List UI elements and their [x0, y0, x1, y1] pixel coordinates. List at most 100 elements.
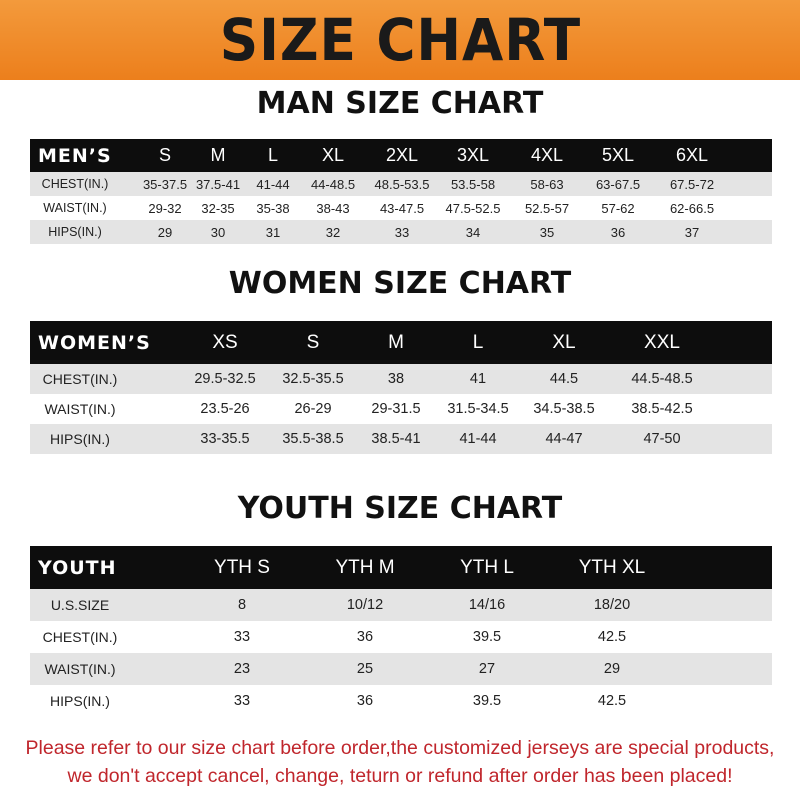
table-row: HIPS(IN.) 33-35.5 35.5-38.5 38.5-41 41-44 44-…	[30, 424, 772, 454]
measure-label-cell: HIPS(IN.)	[50, 693, 110, 709]
table-row: CHEST(IN.) 33 36 39.5 42.5	[30, 621, 772, 653]
table-cell: 67.5-72	[669, 176, 715, 192]
measure-label-cell: CHEST(IN.)	[41, 177, 109, 191]
table-row: WAIST(IN.) 23.5-26 26-29 29-31.5 31.5-34.5 34…	[30, 394, 772, 424]
table-cell: 41	[469, 371, 487, 387]
footer-line-2: we don't accept cancel, change, teturn o…	[67, 765, 733, 787]
size-header-cell: YTH M	[335, 556, 395, 578]
youth-section-title: YOUTH SIZE CHART	[237, 491, 563, 526]
table-cell: 42.5	[597, 629, 627, 645]
measure-label-cell: WAIST(IN.)	[43, 201, 107, 215]
size-header-cell: YTH XL	[578, 556, 646, 578]
size-header-cell: YTH S	[214, 556, 270, 578]
table-header-row: MEN’S S M L XL 2XL 3XL 4XL 5XL 6XL	[30, 139, 772, 172]
table-cell: 63-67.5	[595, 176, 641, 192]
table-cell: 38.5-42.5	[631, 401, 693, 417]
table-row: HIPS(IN.) 29 30 31 32 33 34 35 36 37	[30, 220, 772, 244]
table-cell: 32.5-35.5	[282, 371, 344, 387]
table-cell: 39.5	[472, 693, 502, 709]
footer-line-1: Please refer to our size chart before or…	[25, 737, 775, 759]
table-cell: 18/20	[593, 597, 631, 613]
table-cell: 38-43	[316, 200, 350, 216]
table-cell: 33	[394, 224, 410, 240]
measure-label-cell: HIPS(IN.)	[50, 431, 110, 447]
table-cell: 36	[356, 629, 374, 645]
table-title-cell: YOUTH	[38, 556, 117, 579]
table-cell: 30	[210, 224, 226, 240]
table-cell: 33	[233, 693, 251, 709]
size-header-cell: 4XL	[530, 145, 564, 165]
table-cell: 39.5	[472, 629, 502, 645]
table-row: WAIST(IN.) 29-32 32-35 35-38 38-43 43-47.5 47.…	[30, 196, 772, 220]
table-row: HIPS(IN.) 33 36 39.5 42.5	[30, 685, 772, 717]
table-cell: 58-63	[530, 176, 564, 192]
size-header-cell: L	[267, 145, 279, 165]
table-cell: 8	[237, 597, 247, 613]
table-cell: 33	[233, 629, 251, 645]
youth-size-table: YOUTH YTH S YTH M YTH L YTH XL U.S.SIZE 8 10/12…	[30, 546, 772, 717]
size-header-cell: S	[306, 331, 320, 353]
table-header-row: YOUTH YTH S YTH M YTH L YTH XL	[30, 546, 772, 589]
table-cell: 29	[157, 224, 173, 240]
table-cell: 41-44	[459, 431, 497, 447]
table-cell: 29	[603, 661, 621, 677]
size-header-cell: XXL	[644, 331, 680, 353]
table-cell: 37.5-41	[195, 176, 241, 192]
table-cell: 52.5-57	[524, 200, 570, 216]
table-cell: 36	[356, 693, 374, 709]
table-row: U.S.SIZE 8 10/12 14/16 18/20	[30, 589, 772, 621]
table-cell: 44.5-48.5	[631, 371, 693, 387]
measure-label-cell: CHEST(IN.)	[42, 629, 118, 645]
table-cell: 34	[465, 224, 481, 240]
measure-label-cell: WAIST(IN.)	[44, 401, 116, 417]
women-section-title: WOMEN SIZE CHART	[228, 266, 572, 301]
table-cell: 32-35	[201, 200, 235, 216]
table-cell: 36	[610, 224, 626, 240]
measure-label-cell: WAIST(IN.)	[44, 661, 116, 677]
size-header-cell: M	[388, 331, 404, 353]
table-cell: 26-29	[294, 401, 332, 417]
table-row: CHEST(IN.) 35-37.5 37.5-41 41-44 44-48.5 48.5…	[30, 172, 772, 196]
size-header-cell: L	[472, 331, 484, 353]
size-header-cell: 2XL	[385, 145, 419, 165]
table-row: CHEST(IN.) 29.5-32.5 32.5-35.5 38 41 44.5 44.5…	[30, 364, 772, 394]
men-size-table: MEN’S S M L XL 2XL 3XL 4XL 5XL 6XL CHEST(IN.) 35-37…	[30, 139, 772, 244]
footer-notice: Please refer to our size chart before or…	[0, 734, 800, 790]
banner-title: SIZE CHART	[219, 6, 581, 74]
table-cell: 41-44	[256, 176, 290, 192]
table-cell: 29.5-32.5	[194, 371, 256, 387]
banner: SIZE CHART	[0, 0, 800, 80]
table-title-cell: WOMEN’S	[38, 331, 151, 354]
men-section-title: MAN SIZE CHART	[256, 86, 544, 121]
table-cell: 43-47.5	[379, 200, 425, 216]
table-cell: 62-66.5	[669, 200, 715, 216]
measure-label-cell: CHEST(IN.)	[42, 371, 118, 387]
table-cell: 32	[325, 224, 341, 240]
table-cell: 35-37.5	[142, 176, 188, 192]
women-size-table: WOMEN’S XS S M L XL XXL CHEST(IN.) 29.5-32.5 32.5…	[30, 321, 772, 454]
size-header-cell: XS	[212, 331, 238, 353]
table-cell: 47.5-52.5	[445, 200, 501, 216]
table-cell: 35.5-38.5	[282, 431, 344, 447]
table-cell: 44.5	[549, 371, 579, 387]
measure-label-cell: HIPS(IN.)	[48, 225, 102, 239]
size-header-cell: YTH L	[460, 556, 514, 578]
table-cell: 31.5-34.5	[447, 401, 509, 417]
size-header-cell: M	[210, 145, 226, 165]
table-cell: 23.5-26	[200, 401, 250, 417]
size-header-cell: XL	[321, 145, 345, 165]
table-cell: 23	[233, 661, 251, 677]
size-header-cell: 6XL	[675, 145, 709, 165]
measure-label-cell: U.S.SIZE	[50, 597, 110, 613]
table-cell: 31	[265, 224, 281, 240]
table-cell: 37	[684, 224, 700, 240]
table-cell: 27	[478, 661, 496, 677]
table-cell: 29-31.5	[371, 401, 421, 417]
size-header-cell: 3XL	[456, 145, 490, 165]
table-cell: 25	[356, 661, 374, 677]
table-cell: 47-50	[643, 431, 681, 447]
table-cell: 14/16	[468, 597, 506, 613]
table-cell: 57-62	[601, 200, 635, 216]
table-cell: 34.5-38.5	[533, 401, 595, 417]
table-cell: 10/12	[346, 597, 384, 613]
